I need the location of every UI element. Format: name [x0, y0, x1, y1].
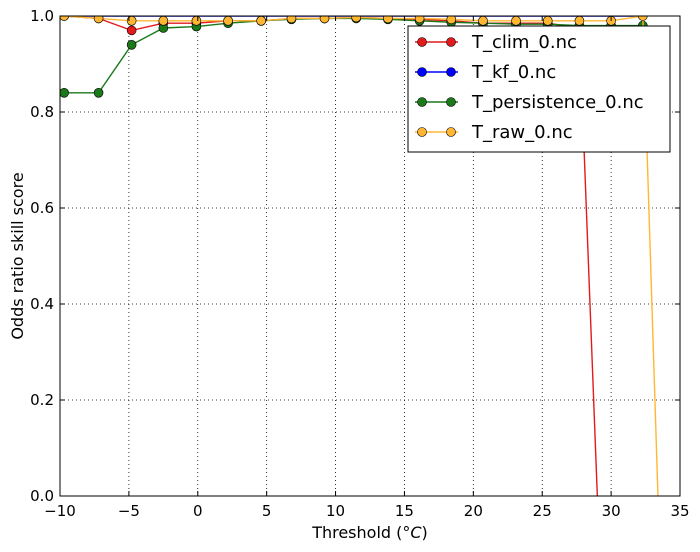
ticks	[59, 15, 681, 497]
y-tick-label: 0.6	[30, 199, 54, 217]
data-point	[478, 16, 488, 26]
legend-marker	[417, 67, 427, 77]
x-tick-label: −5	[118, 502, 140, 520]
y-tick-label: 0.0	[30, 487, 54, 505]
data-point	[351, 16, 362, 23]
legend-label: T_kf_0.nc	[471, 62, 556, 83]
data-point	[60, 16, 69, 21]
legend-marker	[417, 127, 427, 137]
data-point	[286, 16, 297, 24]
data-point	[383, 16, 393, 24]
legend-marker	[446, 67, 456, 77]
series-layer	[60, 16, 659, 496]
plot-frame	[59, 15, 681, 497]
x-tick-label: 15	[395, 502, 414, 520]
data-point	[542, 16, 553, 26]
data-point	[158, 16, 169, 26]
legend-marker	[446, 97, 456, 107]
legend-marker	[446, 127, 456, 137]
data-point	[60, 88, 69, 98]
series-line	[64, 16, 659, 496]
data-point	[126, 25, 137, 36]
data-point	[511, 16, 521, 26]
legend-marker	[417, 37, 427, 47]
data-point	[574, 16, 585, 26]
y-tick-label: 0.8	[30, 103, 54, 121]
y-tick-label: 0.4	[30, 295, 54, 313]
x-axis-label: Threshold (°C)	[311, 523, 428, 542]
x-tick-label: 25	[533, 502, 552, 520]
data-point	[93, 16, 104, 24]
x-tick-label: 35	[670, 502, 689, 520]
data-point	[223, 16, 233, 26]
legend-marker	[417, 97, 427, 107]
legend: T_clim_0.nc T_kf_0.nc T_persistence_0.nc T_…	[407, 25, 671, 153]
tick-labels: −10 −5 0 5 10 15 20 25 30 35 0.0 0.2 0.4 0.6 0.8 1.0	[30, 7, 689, 520]
x-tick-label: 5	[262, 502, 272, 520]
legend-entry: T_kf_0.nc	[415, 62, 556, 83]
legend-entry: T_persistence_0.nc	[415, 92, 644, 113]
data-point	[414, 16, 425, 24]
y-tick-label: 1.0	[30, 7, 54, 25]
legend-entry: T_raw_0.nc	[415, 122, 573, 143]
x-tick-label: 30	[602, 502, 621, 520]
x-tick-label: 0	[193, 502, 203, 520]
data-point	[319, 16, 330, 24]
data-point	[638, 16, 648, 21]
legend-label: T_raw_0.nc	[471, 122, 573, 143]
legend-label: T_clim_0.nc	[471, 32, 577, 53]
x-tick-label: −10	[44, 502, 76, 520]
data-point	[126, 39, 137, 50]
legend-label: T_persistence_0.nc	[471, 92, 644, 113]
data-point	[93, 88, 104, 98]
data-point	[256, 16, 266, 26]
x-tick-label: 20	[464, 502, 483, 520]
legend-marker	[446, 37, 456, 47]
legend-entry: T_clim_0.nc	[415, 32, 577, 53]
series-3	[60, 16, 659, 496]
y-axis-label: Odds ratio skill score	[8, 172, 27, 339]
y-tick-label: 0.2	[30, 391, 54, 409]
data-point	[446, 16, 457, 25]
x-tick-label: 10	[326, 502, 345, 520]
data-point	[191, 16, 202, 26]
